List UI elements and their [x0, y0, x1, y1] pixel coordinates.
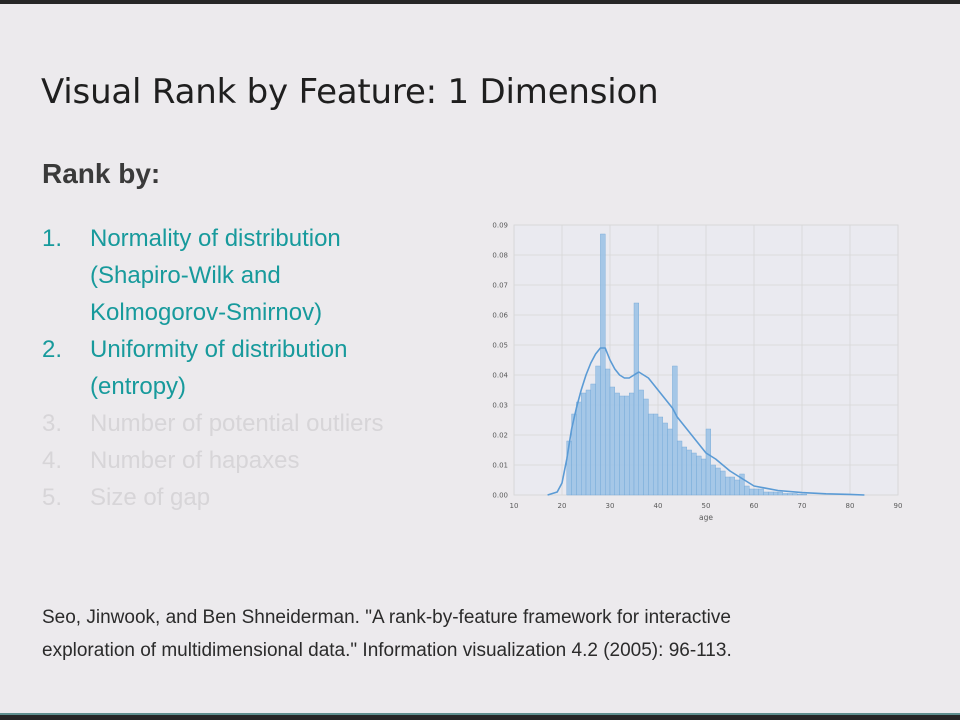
histogram-bar: [729, 476, 735, 496]
histogram-bar: [580, 392, 587, 496]
rank-item-uniformity: 2. Uniformity of distribution (entropy): [42, 331, 442, 405]
histogram-bar: [619, 395, 625, 496]
rank-item-number: 2.: [42, 336, 63, 363]
histogram-bar: [633, 302, 640, 496]
histogram-bar: [614, 392, 620, 496]
histogram-bar: [768, 491, 774, 496]
histogram-bar: [595, 365, 601, 496]
chart-svg: 0.00 0.01 0.02 0.03 0.04 0.05 0.06 0.07 0.08 0.09…: [492, 222, 903, 523]
y-tick-label: 0.03: [492, 402, 508, 410]
rank-item-number: 3.: [42, 410, 63, 437]
histogram-bar: [797, 493, 803, 496]
y-tick-label: 0.07: [492, 282, 508, 290]
histogram-bar: [628, 392, 635, 496]
rank-item-hapaxes: 4. Number of hapaxes: [42, 442, 442, 479]
histogram-bar: [782, 493, 788, 496]
bottom-border: [0, 713, 960, 720]
rank-item-text: Number of potential outliers: [90, 410, 384, 437]
rank-item-text: Number of hapaxes: [90, 447, 300, 474]
x-axis-label: age: [699, 513, 713, 522]
histogram-bar: [715, 467, 721, 496]
x-tick-label: 70: [798, 502, 807, 510]
histogram-bar: [624, 395, 630, 496]
rank-item-text: Size of gap: [90, 484, 211, 511]
histogram-bar: [657, 416, 664, 496]
rank-item-text: (entropy): [90, 373, 187, 400]
histogram-bar: [773, 491, 779, 496]
histogram-bar: [604, 368, 611, 496]
histogram-bar: [662, 422, 668, 496]
histogram-bar: [609, 386, 616, 496]
rank-by-heading: Rank by:: [42, 158, 161, 189]
rank-item-outliers: 3. Number of potential outliers: [42, 405, 442, 442]
x-tick-label: 60: [750, 502, 759, 510]
histogram-bar: [691, 452, 697, 496]
y-tick-label: 0.02: [492, 432, 508, 440]
y-tick-label: 0.08: [492, 252, 508, 260]
histogram-bar: [648, 413, 654, 496]
rank-item-text: (Shapiro-Wilk and: [90, 262, 281, 289]
histogram-bar: [585, 389, 592, 496]
histogram-bar: [763, 491, 769, 496]
x-tick-label: 40: [654, 502, 663, 510]
histogram-bar: [777, 491, 783, 496]
histogram-bar: [696, 455, 702, 496]
rank-criteria-list: 1. Normality of distribution (Shapiro-Wi…: [42, 220, 442, 516]
rank-item-gap: 5. Size of gap: [42, 479, 442, 516]
histogram-bar: [590, 383, 596, 496]
rank-item-number: 1.: [42, 225, 63, 252]
histogram-bar: [744, 485, 750, 496]
histogram-bar: [787, 493, 793, 496]
x-tick-label: 50: [702, 502, 711, 510]
histogram-bar: [705, 428, 711, 496]
citation-line: exploration of multidimensional data." I…: [42, 640, 732, 661]
y-tick-label: 0.05: [492, 342, 508, 350]
y-tick-label: 0.09: [492, 222, 508, 230]
x-tick-label: 90: [894, 502, 903, 510]
histogram-bar: [801, 493, 807, 496]
rank-item-number: 5.: [42, 484, 63, 511]
histogram-bar: [672, 365, 678, 496]
histogram-bar: [739, 473, 745, 496]
histogram-bar: [710, 464, 716, 496]
histogram-bar: [676, 440, 683, 496]
x-tick-label: 20: [558, 502, 567, 510]
histogram-bar: [652, 413, 659, 496]
y-tick-label: 0.00: [492, 492, 508, 500]
histogram-bar: [566, 440, 572, 496]
age-distribution-chart: 0.00 0.01 0.02 0.03 0.04 0.05 0.06 0.07 0.08 0.09…: [478, 215, 918, 531]
histogram-bar: [724, 476, 731, 496]
y-tick-label: 0.01: [492, 462, 508, 470]
x-tick-label: 30: [606, 502, 615, 510]
histogram-bar: [720, 470, 726, 496]
top-border: [0, 0, 960, 4]
rank-item-text: Uniformity of distribution: [90, 336, 348, 363]
histogram-bar: [734, 479, 740, 496]
citation-line: Seo, Jinwook, and Ben Shneiderman. "A ra…: [42, 607, 731, 628]
histogram-bar: [643, 398, 649, 496]
citation: Seo, Jinwook, and Ben Shneiderman. "A ra…: [42, 601, 922, 667]
histogram-bar: [753, 488, 759, 496]
histogram-bar: [792, 493, 798, 496]
histogram-bar: [749, 488, 755, 496]
x-tick-label: 80: [846, 502, 855, 510]
y-tick-label: 0.04: [492, 372, 508, 380]
histogram-bar: [758, 488, 764, 496]
histogram-bar: [638, 389, 644, 496]
histogram-bar: [576, 401, 582, 496]
histogram-bar: [681, 446, 688, 496]
rank-item-text: Kolmogorov-Smirnov): [90, 299, 323, 326]
rank-item-number: 4.: [42, 447, 63, 474]
x-tick-label: 10: [510, 502, 519, 510]
histogram-bar: [600, 233, 606, 496]
histogram-bar: [686, 449, 692, 496]
y-tick-label: 0.06: [492, 312, 508, 320]
slide-title: Visual Rank by Feature: 1 Dimension: [41, 72, 659, 112]
rank-item-text: Normality of distribution: [90, 225, 341, 252]
histogram-bar: [667, 428, 673, 496]
histogram-bar: [700, 458, 707, 496]
rank-item-normality: 1. Normality of distribution (Shapiro-Wi…: [42, 220, 442, 331]
kde-curve: [547, 347, 865, 496]
